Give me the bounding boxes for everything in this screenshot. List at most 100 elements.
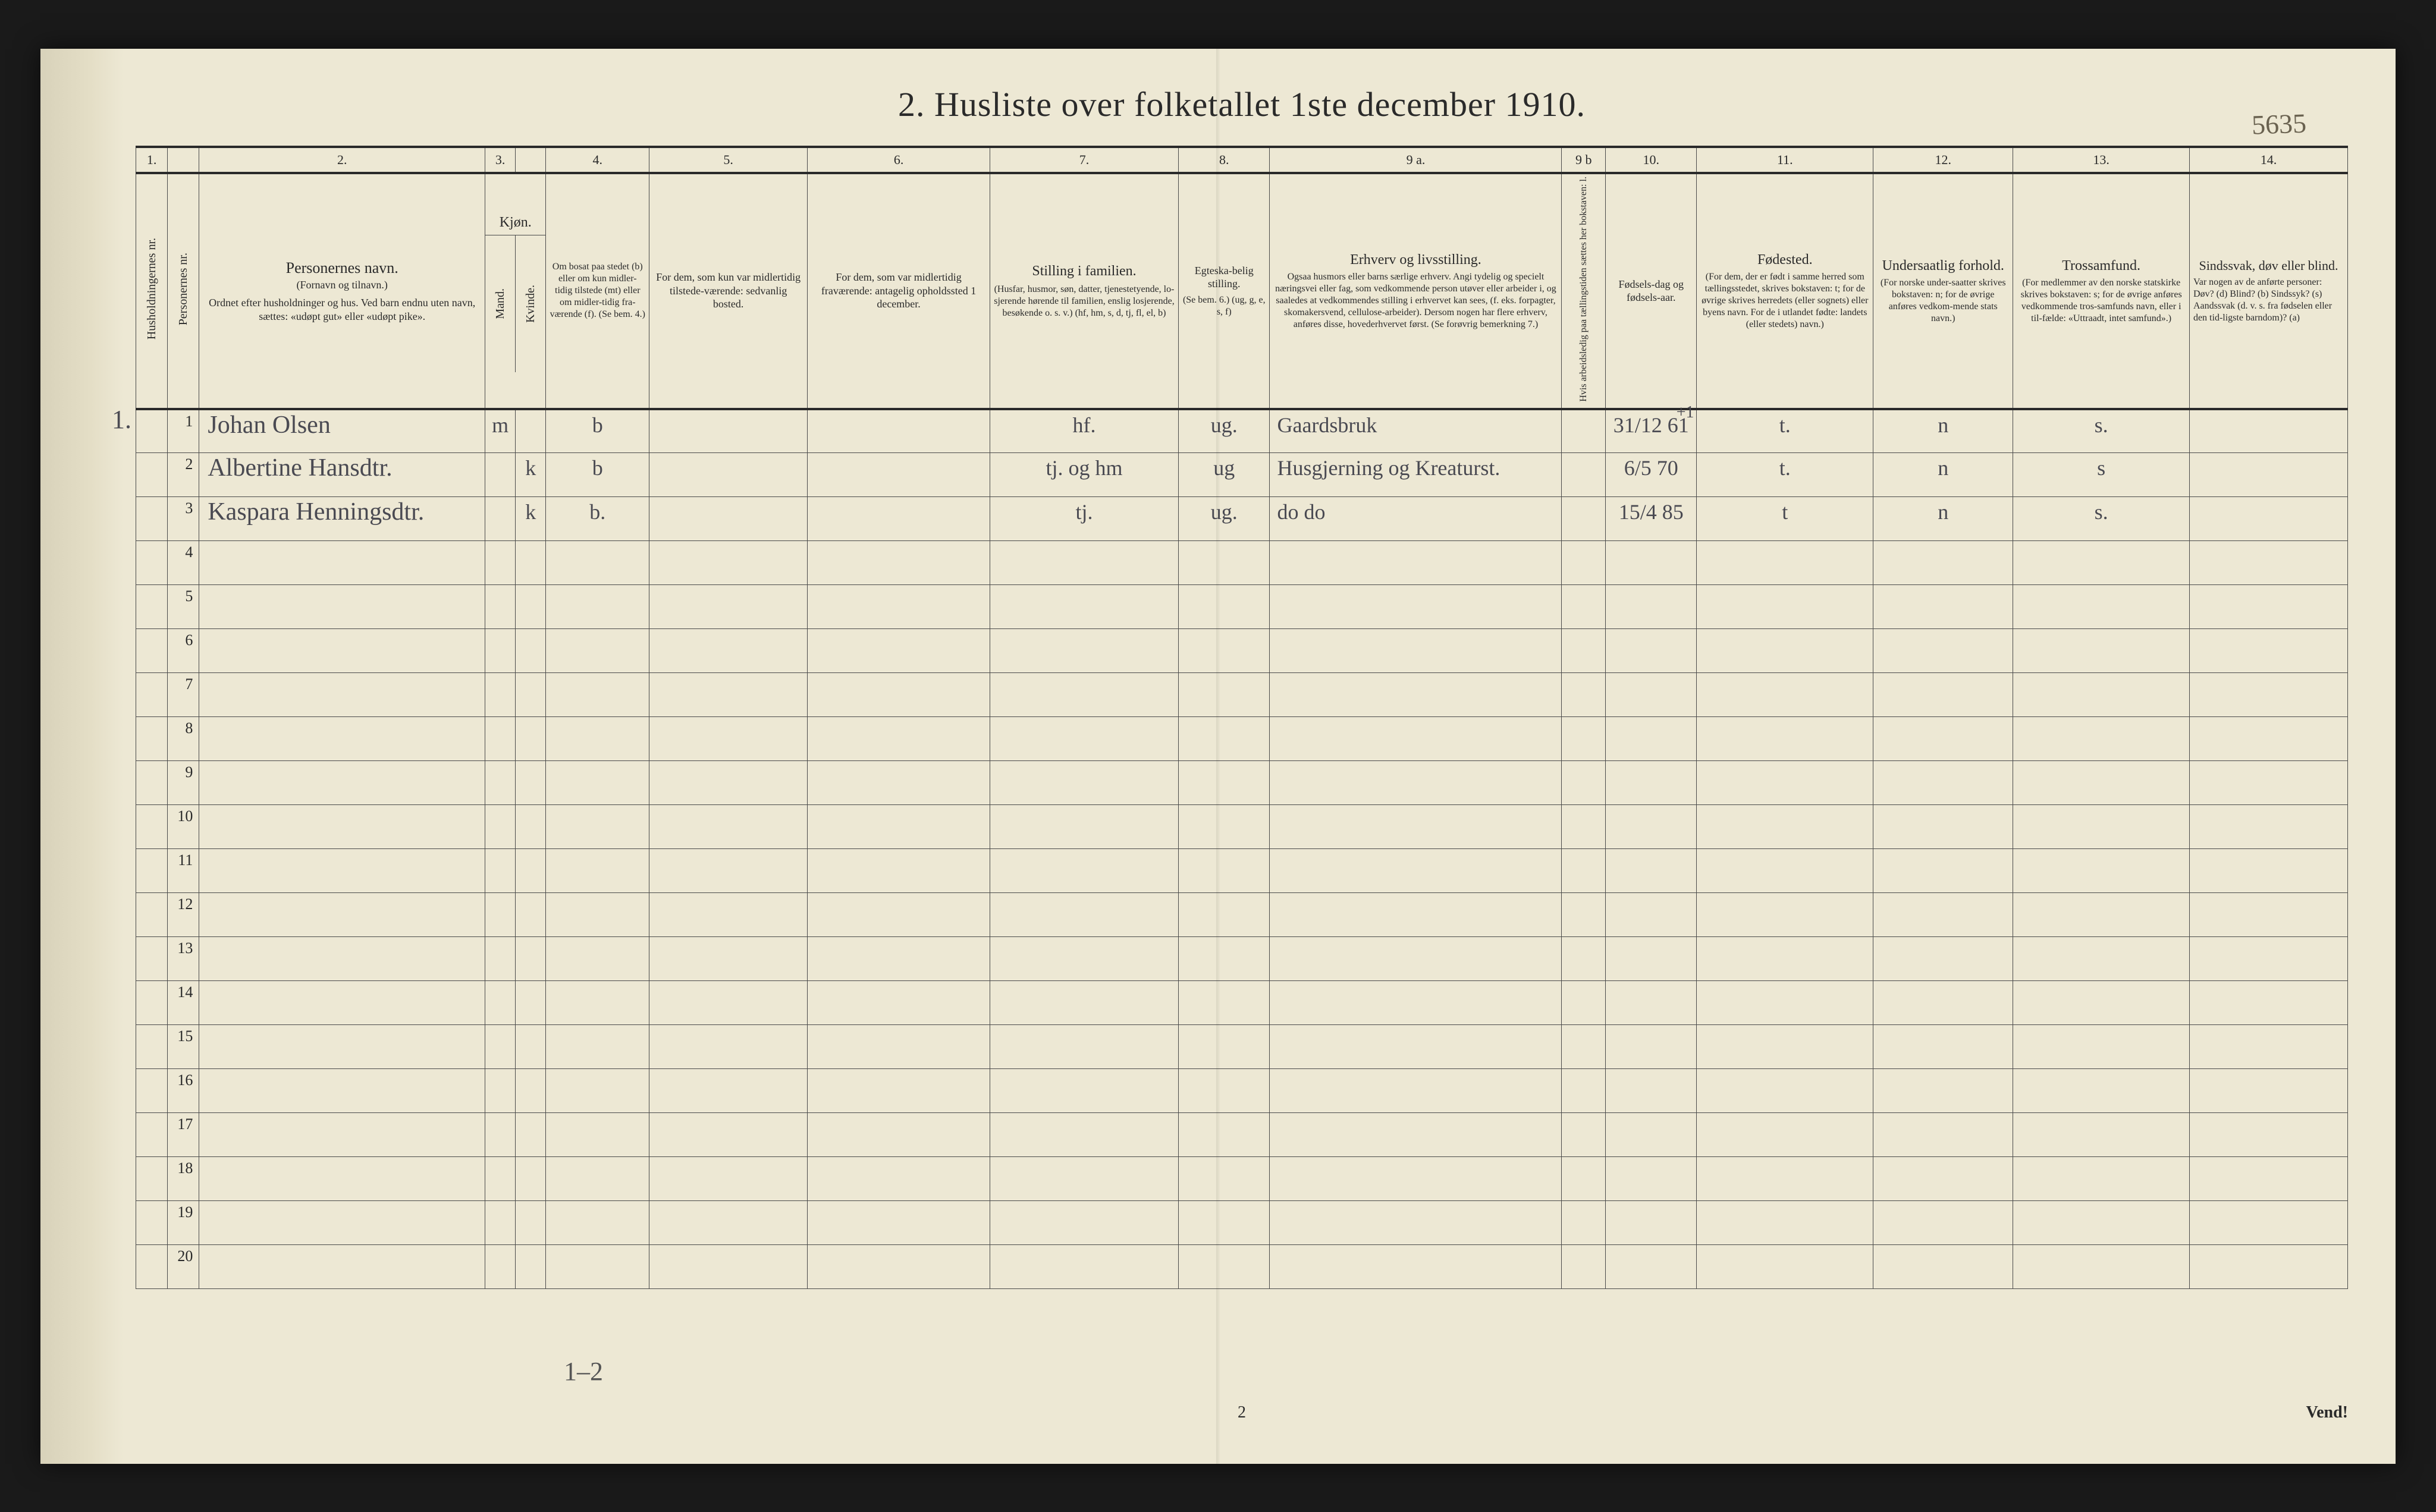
cell-hh [136, 1245, 168, 1289]
table-row: 13 [136, 937, 2348, 981]
cell-empty [1562, 981, 1606, 1025]
cell-person-nr: 2 [168, 453, 199, 497]
cell-empty [990, 1069, 1178, 1113]
cell-hh [136, 585, 168, 629]
cell-empty [1606, 1025, 1697, 1069]
cell-person-nr: 6 [168, 629, 199, 673]
colnum: 4. [546, 147, 649, 173]
header-temp-present: For dem, som kun var midlertidig tilsted… [649, 173, 808, 409]
header-person-nr: Personernes nr. [168, 173, 199, 409]
cell-empty [1562, 1157, 1606, 1201]
census-table: 1. 2. 3. 4. 5. 6. 7. 8. 9 a. 9 b 10. 11.… [136, 146, 2348, 1290]
cell-empty [2013, 541, 2190, 585]
cell-empty [990, 541, 1178, 585]
cell-empty [546, 541, 649, 585]
cell-disability [2189, 497, 2347, 541]
cell-empty [1562, 673, 1606, 717]
cell-birthplace: t. [1697, 453, 1873, 497]
cell-empty [808, 761, 990, 805]
cell-empty [2189, 585, 2347, 629]
cell-empty [546, 937, 649, 981]
cell-hh [136, 453, 168, 497]
cell-empty [649, 893, 808, 937]
cell-female: k [516, 453, 546, 497]
cell-empty [1562, 541, 1606, 585]
cell-empty [546, 673, 649, 717]
cell-empty [516, 761, 546, 805]
cell-empty [1179, 805, 1270, 849]
cell-person-nr: 12 [168, 893, 199, 937]
cell-empty [1697, 1069, 1873, 1113]
cell-empty [1179, 1069, 1270, 1113]
cell-empty [516, 1157, 546, 1201]
page-title: 2. Husliste over folketallet 1ste decemb… [136, 84, 2348, 124]
cell-empty [1697, 981, 1873, 1025]
cell-empty [1179, 1201, 1270, 1245]
cell-empty [2189, 805, 2347, 849]
cell-empty [1270, 585, 1562, 629]
header-family-position: Stilling i familien. (Husfar, husmor, sø… [990, 173, 1178, 409]
cell-family-pos: tj. og hm [990, 453, 1178, 497]
cell-empty [199, 761, 485, 805]
cell-empty [546, 1245, 649, 1289]
colnum: 10. [1606, 147, 1697, 173]
cell-empty [516, 1245, 546, 1289]
table-row: 4 [136, 541, 2348, 585]
cell-empty [516, 541, 546, 585]
cell-empty [1270, 629, 1562, 673]
cell-empty [1873, 541, 2013, 585]
cell-empty [1179, 673, 1270, 717]
cell-person-nr: 17 [168, 1113, 199, 1157]
colnum: 12. [1873, 147, 2013, 173]
cell-empty [1270, 981, 1562, 1025]
cell-empty [199, 1113, 485, 1157]
cell-person-nr: 9 [168, 761, 199, 805]
cell-empty [2189, 1025, 2347, 1069]
cell-empty [2013, 893, 2190, 937]
cell-empty [546, 1157, 649, 1201]
cell-empty [1179, 717, 1270, 761]
header-unemployed: Hvis arbeidsledig paa tællingstiden sætt… [1562, 173, 1606, 409]
cell-empty [1697, 1245, 1873, 1289]
cell-female: k [516, 497, 546, 541]
cell-empty [199, 629, 485, 673]
corner-annotation: 5635 [2251, 107, 2307, 140]
header-nationality: Undersaatlig forhold. (For norske under-… [1873, 173, 2013, 409]
cell-empty [1873, 1069, 2013, 1113]
cell-empty [2013, 761, 2190, 805]
cell-empty [1873, 805, 2013, 849]
cell-hh [136, 761, 168, 805]
cell-empty [199, 849, 485, 893]
cell-temp-present [649, 409, 808, 453]
cell-empty [990, 893, 1178, 937]
cell-empty [2189, 1157, 2347, 1201]
cell-empty [199, 1069, 485, 1113]
cell-empty [2189, 761, 2347, 805]
cell-empty [1606, 541, 1697, 585]
cell-empty [808, 541, 990, 585]
cell-person-nr: 3 [168, 497, 199, 541]
cell-temp-absent [808, 497, 990, 541]
cell-person-nr: 1 [168, 409, 199, 453]
cell-hh [136, 717, 168, 761]
cell-empty [1697, 1157, 1873, 1201]
colnum: 1. [136, 147, 168, 173]
cell-name: Kaspara Henningsdtr. [199, 497, 485, 541]
cell-empty [1179, 585, 1270, 629]
cell-empty [485, 1157, 516, 1201]
cell-empty [1873, 717, 2013, 761]
cell-empty [1606, 849, 1697, 893]
cell-empty [2189, 937, 2347, 981]
cell-empty [808, 849, 990, 893]
cell-person-nr: 4 [168, 541, 199, 585]
cell-empty [990, 849, 1178, 893]
cell-empty [1562, 1025, 1606, 1069]
cell-empty [649, 717, 808, 761]
cell-empty [485, 585, 516, 629]
cell-birthplace: t [1697, 497, 1873, 541]
cell-empty [199, 673, 485, 717]
colnum: 2. [199, 147, 485, 173]
colnum: 5. [649, 147, 808, 173]
cell-empty [1873, 673, 2013, 717]
cell-empty [199, 937, 485, 981]
